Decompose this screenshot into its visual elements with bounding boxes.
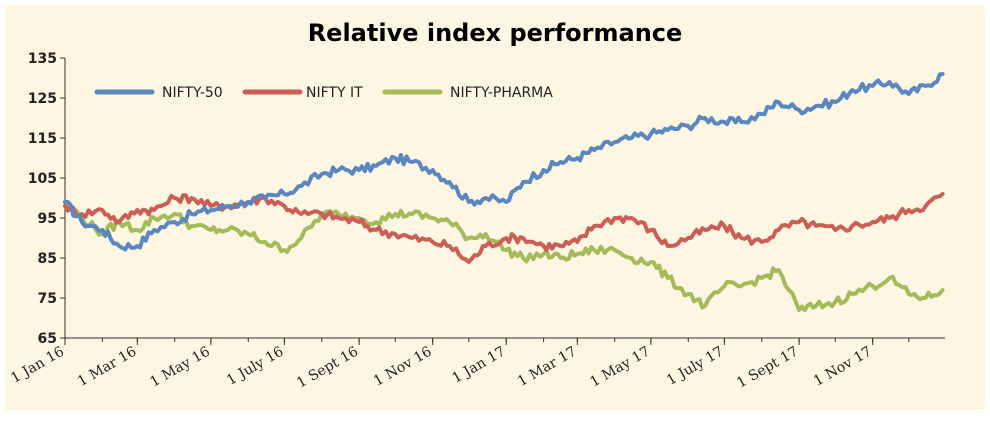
y-tick-label: 105 xyxy=(28,171,57,187)
x-tick-label: 1 Sept 17 xyxy=(734,344,801,392)
legend-label: NIFTY IT xyxy=(306,85,363,101)
legend-label: NIFTY-PHARMA xyxy=(450,85,553,101)
series-line-nifty-pharma xyxy=(63,200,945,312)
x-tick-label: 1 Jan 17 xyxy=(449,344,508,387)
x-tick-label: 1 May 17 xyxy=(588,344,653,391)
x-tick-label: 1 July 16 xyxy=(224,344,286,389)
y-tick-label: 115 xyxy=(28,131,57,147)
chart-title: Relative index performance xyxy=(307,19,683,47)
x-tick-label: 1 May 16 xyxy=(148,344,213,391)
y-tick-label: 95 xyxy=(38,211,57,227)
x-tick-label: 1 Sept 16 xyxy=(294,344,361,392)
x-tick-label: 1 Jan 16 xyxy=(8,344,67,387)
y-tick-label: 125 xyxy=(28,91,57,107)
x-tick-label: 1 Nov 17 xyxy=(811,344,875,390)
x-tick-label: 1 Nov 16 xyxy=(371,344,435,390)
chart-frame: Relative index performance xyxy=(5,5,985,410)
y-tick-label: 65 xyxy=(38,331,57,347)
y-tick-label: 75 xyxy=(38,291,57,307)
y-tick-label: 135 xyxy=(28,51,57,67)
x-tick-label: 1 July 17 xyxy=(664,344,726,389)
legend-label: NIFTY-50 xyxy=(162,85,223,101)
x-tick-label: 1 Mar 17 xyxy=(515,344,579,390)
series-line-nifty-it xyxy=(63,192,945,264)
x-tick-label: 1 Mar 16 xyxy=(75,344,139,390)
y-tick-label: 85 xyxy=(38,251,57,267)
series-line-nifty-50 xyxy=(63,72,945,252)
